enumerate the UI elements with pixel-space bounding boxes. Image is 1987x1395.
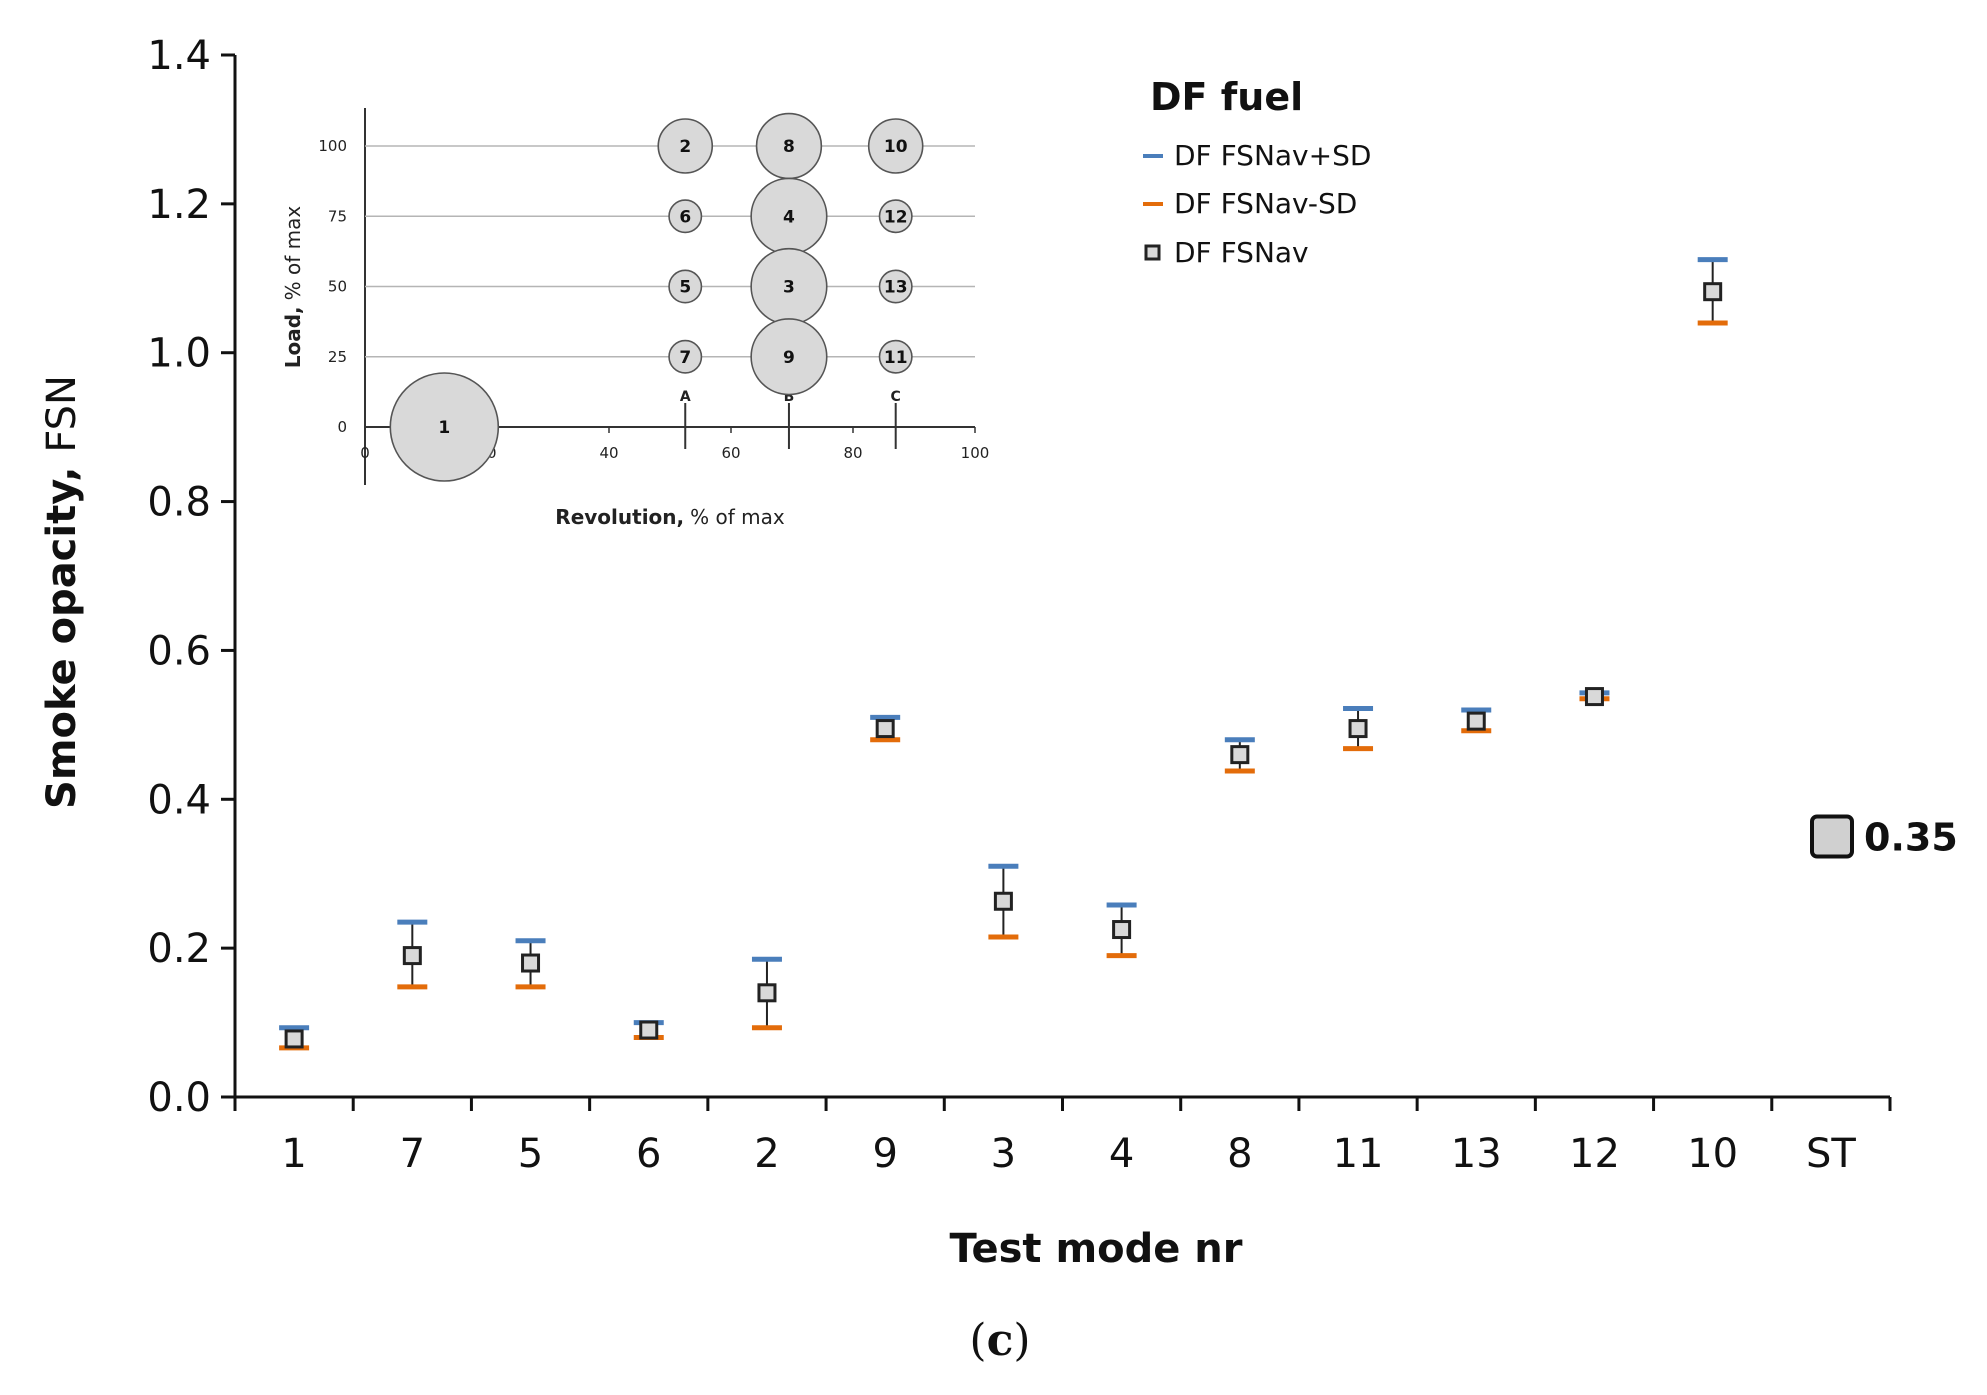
x-tick-label: 7 (400, 1131, 425, 1177)
average-marker (875, 719, 895, 739)
average-marker (1466, 711, 1486, 731)
inset-bubble-label: 3 (783, 278, 795, 298)
average-marker (284, 1029, 304, 1049)
figure-caption: (c) (969, 1315, 1030, 1366)
inset-x-title-bold: Revolution, (555, 505, 684, 529)
inset-y-tick-label: 100 (318, 137, 347, 155)
inset-bubble-label: 10 (884, 137, 908, 157)
y-tick-label: 1.2 (147, 182, 211, 228)
average-marker (1703, 282, 1723, 302)
x-tick-label: 10 (1687, 1131, 1738, 1177)
inset-bubble (668, 269, 703, 304)
caption-close: ) (1013, 1315, 1030, 1366)
inset-bubble (878, 339, 913, 374)
average-marker (521, 953, 541, 973)
inset-bubble (668, 199, 703, 234)
inset-x-tick-label: 60 (721, 444, 740, 462)
x-tick-label: 6 (636, 1131, 661, 1177)
inset-bubble (878, 199, 913, 234)
x-tick-label: 13 (1451, 1131, 1502, 1177)
y-tick-label: 0.8 (147, 480, 211, 526)
main-data-marks (279, 257, 1728, 1051)
legend-title: DF fuel (1150, 75, 1303, 119)
inset-bubble (750, 318, 828, 396)
inset-bubble-label: 12 (884, 207, 908, 227)
x-tick-label: 1 (281, 1131, 306, 1177)
inset-bubble-label: 11 (884, 348, 908, 368)
legend-swatch (1144, 244, 1161, 261)
inset-y-tick-label: 50 (328, 278, 347, 296)
inset-y-title: Load, % of max (281, 206, 305, 369)
inset-y-title-unit: % of max (281, 206, 305, 301)
y-tick-label: 1.4 (147, 33, 211, 79)
inset-y-tick-label: 75 (328, 207, 347, 225)
inset-bubble-label: 13 (884, 278, 908, 298)
x-tick-label: 12 (1569, 1131, 1620, 1177)
y-axis-title: Smoke opacity, FSN (39, 375, 85, 809)
average-marker (1112, 920, 1132, 940)
x-tick-label: ST (1806, 1131, 1856, 1177)
inset-category-label: B (784, 389, 795, 405)
inset-x-title: Revolution,% of max (555, 505, 785, 529)
y-tick-label: 1.0 (147, 331, 211, 377)
caption-letter: c (987, 1315, 1014, 1366)
x-tick-label: 8 (1227, 1131, 1252, 1177)
inset-bubble-label: 7 (679, 348, 691, 368)
average-marker (1230, 745, 1250, 765)
inset-x-tick-label: 0 (360, 444, 370, 462)
legend-label: DF FSNav-SD (1174, 187, 1357, 220)
inset-bubble-label: 9 (783, 348, 795, 368)
inset-bubble (668, 339, 703, 374)
captions: Test mode nr Smoke opacity, FSN (c) (39, 375, 1243, 1366)
average-marker (639, 1020, 659, 1040)
legend: DF fuel DF FSNav+SD DF FSNav-SD DF FSNav (1143, 75, 1371, 269)
inset-bubble (878, 269, 913, 304)
inset-category-label: A (680, 389, 691, 405)
caption-open: ( (969, 1315, 986, 1366)
x-tick-label: 5 (518, 1131, 543, 1177)
inset-bubble-label: 6 (679, 207, 691, 227)
y-tick-label: 0.6 (147, 628, 211, 674)
inset-x-title-unit: % of max (690, 505, 785, 529)
y-tick-label: 0.4 (147, 777, 211, 823)
y-axis-title-bold: Smoke opacity, (39, 467, 85, 809)
x-axis-title: Test mode nr (949, 1226, 1242, 1272)
average-marker (1584, 687, 1604, 707)
legend-label: DF FSNav (1174, 236, 1309, 269)
x-tick-label: 9 (872, 1131, 897, 1177)
inset-bubble-label: 2 (679, 137, 691, 157)
inset-y-tick-label: 25 (328, 348, 347, 366)
inset-bubble-label: 4 (783, 207, 795, 227)
average-marker (993, 891, 1013, 911)
x-tick-label: 4 (1109, 1131, 1134, 1177)
y-axis-title-unit: FSN (39, 375, 85, 453)
inset-x-tick-label: 80 (843, 444, 862, 462)
inset-x-tick-label: 40 (599, 444, 618, 462)
inset-bubble (657, 118, 714, 174)
average-marker (402, 946, 422, 966)
inset-bubble-label: 1 (438, 418, 450, 438)
legend-label: DF FSNav+SD (1174, 139, 1371, 172)
st-value-label: 0.35 (1864, 816, 1958, 860)
inset-bubble (867, 118, 924, 174)
x-tick-label: 3 (991, 1131, 1016, 1177)
average-marker (1348, 719, 1368, 739)
inset-category-label: C (891, 389, 901, 405)
y-tick-label: 0.2 (147, 926, 211, 972)
inset-y-tick-label: 0 (337, 418, 347, 436)
st-value-marker (1810, 814, 1854, 859)
inset-bubble-chart: 0255075100020406080100ABC126578439101213… (281, 108, 989, 529)
x-tick-label: 2 (754, 1131, 779, 1177)
inset-x-tick-label: 100 (961, 444, 990, 462)
st-annotation: 0.35 (1810, 814, 1958, 860)
average-marker (757, 983, 777, 1003)
main-axes: 0.00.20.40.60.81.01.21.41 7 5 6 2 9 3 4 8 11 13 12 1… (147, 33, 1892, 1177)
y-tick-label: 0.0 (147, 1075, 211, 1121)
inset-bubble-label: 8 (783, 137, 795, 157)
inset-bubble-label: 5 (679, 278, 691, 298)
inset-y-title-bold: Load, (281, 306, 305, 368)
x-tick-label: 11 (1333, 1131, 1384, 1177)
inset-bubble (389, 372, 500, 482)
